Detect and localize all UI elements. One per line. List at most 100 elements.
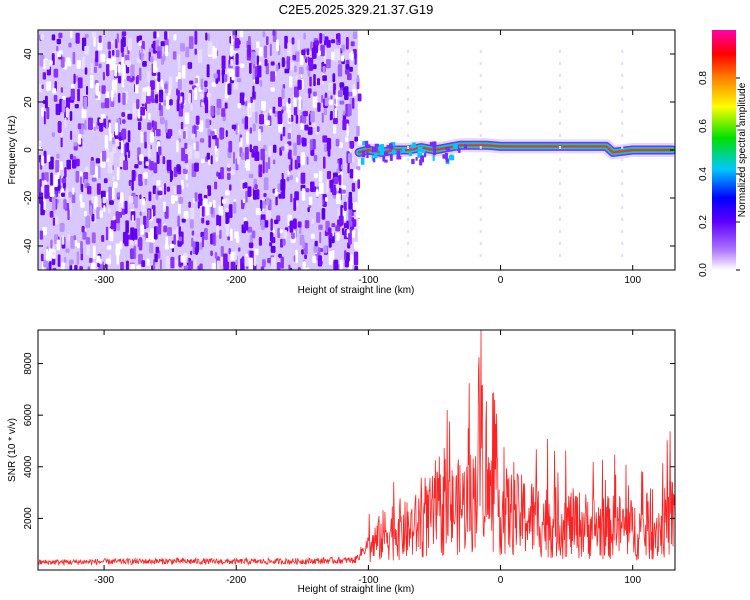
noise-cell [144,101,147,112]
noise-cell [311,138,316,150]
noise-cell [227,163,231,168]
noise-cell [321,94,324,103]
noise-cell [283,229,287,242]
noise-cell [95,50,99,63]
noise-cell [207,186,211,197]
noise-cell [288,264,291,270]
noise-cell [339,82,345,88]
noise-cell [56,45,59,52]
noise-cell [155,129,161,137]
noise-cell [109,152,114,163]
noise-cell [301,138,307,147]
noise-cell [102,196,107,204]
noise-cell [91,177,97,182]
noise-cell [61,235,65,245]
trace-blob [377,146,381,151]
noise-cell [112,136,115,145]
noise-cell [194,87,198,101]
noise-cell [239,30,244,38]
noise-cell [90,157,94,162]
noise-cell [158,146,162,156]
noise-cell [146,267,149,270]
x-tick-label: -100 [358,575,378,586]
noise-cell [336,48,341,61]
noise-cell [322,75,327,82]
noise-cell [153,162,158,174]
noise-cell [43,259,48,268]
trace-blob [379,151,385,156]
noise-cell [204,99,209,114]
noise-cell [91,195,95,204]
noise-cell [121,52,125,58]
noise-cell [170,256,175,269]
noise-cell [113,219,117,230]
noise-cell [142,60,147,67]
noise-cell [295,249,298,264]
noise-cell [325,59,331,69]
noise-cell [328,99,333,105]
noise-cell [262,160,265,174]
trace-blob [442,154,447,159]
noise-cell [272,228,275,234]
noise-cell [159,117,165,125]
noise-cell [287,42,292,57]
noise-cell [219,127,225,140]
noise-cell [224,102,228,109]
noise-cell [69,154,74,160]
noise-cell [346,123,349,137]
noise-cell [116,167,120,181]
noise-cell [233,82,239,90]
noise-cell [110,220,115,230]
noise-cell [231,124,237,130]
trace-blob [386,145,391,149]
noise-cell [289,76,293,88]
noise-cell [225,208,229,213]
noise-cell [136,99,140,109]
noise-cell [145,161,150,167]
noise-cell [293,65,297,73]
noise-cell [46,81,52,91]
noise-cell [81,183,84,193]
noise-cell [230,169,235,176]
y-tick-label: 20 [23,96,34,108]
noise-cell [201,206,205,217]
noise-cell [308,196,313,206]
noise-cell [222,199,226,204]
noise-cell [178,138,182,143]
noise-cell [61,95,66,101]
trace-blob [396,150,401,157]
noise-cell [188,92,191,104]
noise-cell [70,235,75,249]
noise-cell [348,196,353,210]
noise-cell [216,260,220,270]
noise-cell [194,162,199,172]
noise-cell [74,103,79,109]
trace-blob [374,143,379,151]
noise-cell [297,221,302,228]
noise-cell [210,250,213,257]
noise-cell [118,132,122,138]
noise-cell [291,37,295,45]
noise-cell [73,234,76,241]
noise-cell [101,235,105,242]
noise-cell [307,142,310,147]
noise-cell [83,96,88,110]
noise-cell [312,255,317,264]
noise-cell [247,226,253,233]
noise-cell [39,230,44,240]
noise-cell [93,35,96,47]
noise-cell [288,164,291,172]
noise-cell [47,154,51,162]
noise-cell [272,144,277,153]
noise-cell [316,212,321,223]
noise-cell [230,58,234,67]
noise-cell [42,99,46,104]
snr-series [38,330,675,567]
noise-cell [178,196,184,204]
noise-cell [318,224,323,230]
noise-cell [212,45,215,59]
noise-cell [80,202,85,208]
noise-cell [65,97,70,110]
trace-blob [412,142,416,148]
noise-cell [337,90,343,98]
